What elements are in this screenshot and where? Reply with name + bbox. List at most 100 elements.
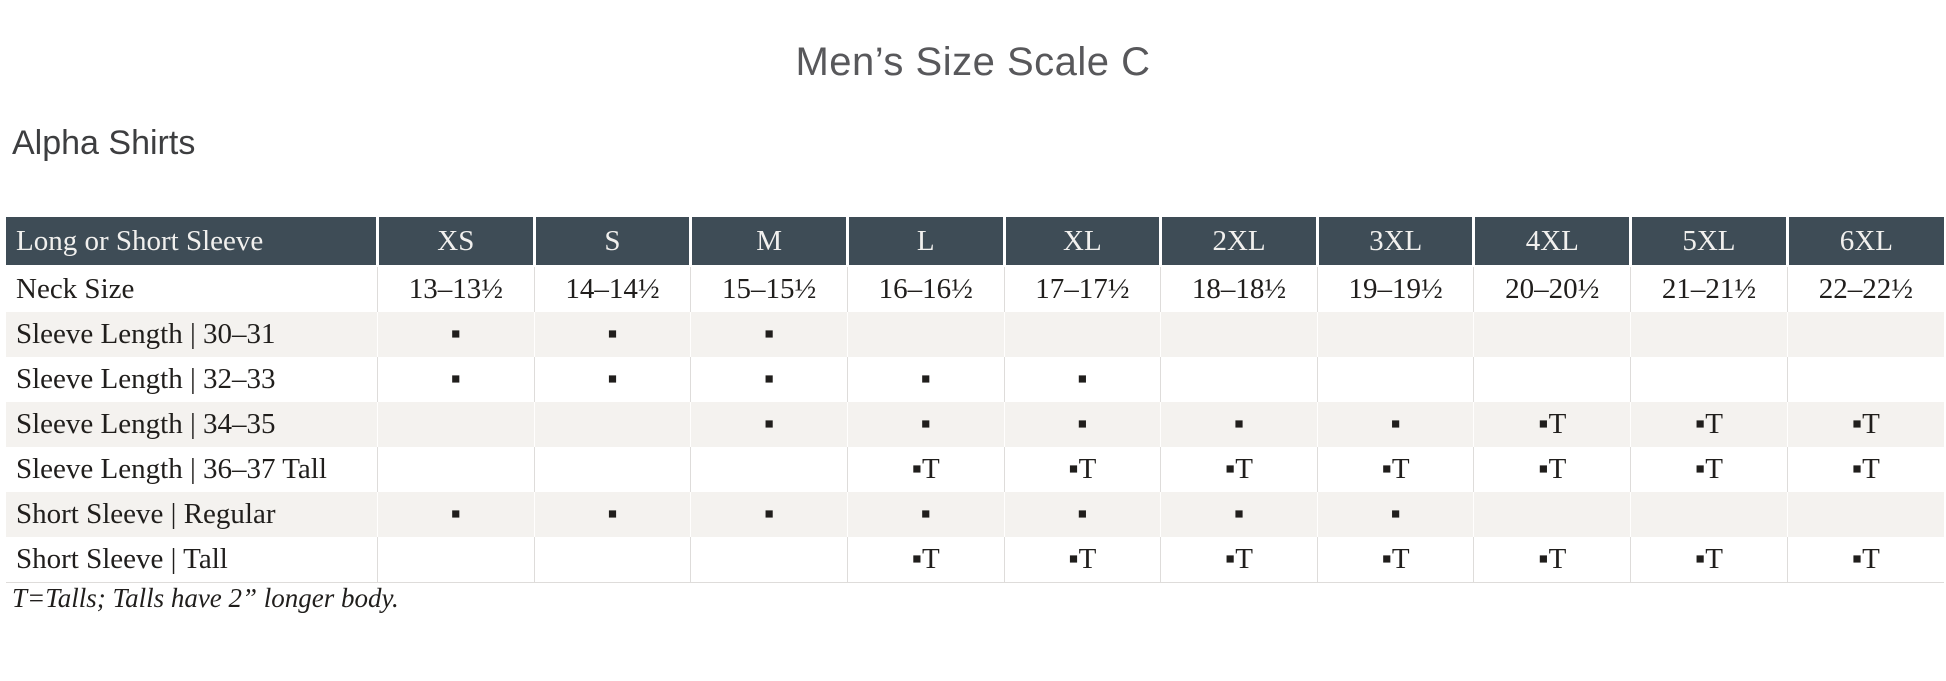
size-column-header: 3XL [1315,217,1474,266]
table-row: Sleeve Length | 36–37 Tall ▪T ▪T ▪T ▪T ▪T ▪T ▪T [6,447,1944,492]
neck-size-cell: 13–13½ [377,265,535,312]
availability-cell: ▪ [377,357,535,402]
table-row: Sleeve Length | 32–33 ▪ ▪ ▪ ▪ ▪ [6,357,1944,402]
neck-size-cell: 14–14½ [533,265,691,312]
availability-cell [1786,312,1944,357]
row-label: Sleeve Length | 34–35 [16,408,276,440]
availability-cell: ▪ [1160,492,1318,537]
row-label: Short Sleeve | Tall [16,543,228,575]
size-column-header: XL [1002,217,1161,266]
availability-cell: ▪ [1003,492,1161,537]
availability-cell [1316,312,1474,357]
availability-cell [1160,357,1318,402]
talls-footnote: T=Talls; Talls have 2” longer body. [12,583,399,613]
size-column-header: S [532,217,691,266]
availability-cell [533,402,691,447]
table-row: Short Sleeve | Regular ▪ ▪ ▪ ▪ ▪ ▪ ▪ [6,492,1944,537]
availability-cell: ▪ [846,357,1005,402]
availability-cell [1003,312,1161,357]
row-label: Sleeve Length | 32–33 [16,363,276,395]
availability-cell: ▪T [1160,537,1318,583]
availability-cell: ▪T [1473,402,1631,447]
size-column-header: XS [376,217,535,266]
availability-cell: ▪ [533,357,691,402]
availability-cell: ▪ [690,402,848,447]
neck-size-cell: 15–15½ [690,265,848,312]
neck-size-cell: 19–19½ [1316,265,1474,312]
neck-size-cell: 18–18½ [1160,265,1318,312]
size-column-header: 2XL [1159,217,1318,266]
availability-cell: ▪T [846,537,1005,583]
availability-cell [1473,492,1631,537]
availability-cell: ▪ [846,402,1005,447]
availability-cell [377,447,535,492]
alpha-shirts-size-table: Long or Short Sleeve XS S M L XL 2XL 3XL 4XL 5XL 6… [6,217,1944,583]
availability-cell [1473,357,1631,402]
table-row: Sleeve Length | 34–35 ▪ ▪ ▪ ▪ ▪ ▪T ▪T ▪T [6,402,1944,447]
availability-cell: ▪T [1003,537,1161,583]
row-label: Short Sleeve | Regular [16,498,276,530]
availability-cell: ▪T [1630,402,1788,447]
availability-cell: ▪T [846,447,1005,492]
row-label: Sleeve Length | 30–31 [16,318,276,350]
availability-cell: ▪T [1473,447,1631,492]
availability-cell: ▪T [1786,447,1944,492]
availability-cell: ▪ [533,492,691,537]
availability-cell: ▪T [1473,537,1631,583]
availability-cell [1160,312,1318,357]
availability-cell: ▪ [1316,492,1474,537]
availability-cell: ▪T [1316,537,1474,583]
neck-size-cell: 16–16½ [846,265,1005,312]
availability-cell: ▪ [690,492,848,537]
availability-cell [1316,357,1474,402]
availability-cell [377,537,535,583]
availability-cell: ▪ [1316,402,1474,447]
neck-size-cell: 20–20½ [1473,265,1631,312]
availability-cell: ▪T [1786,537,1944,583]
availability-cell [1630,492,1788,537]
section-title: Alpha Shirts [12,124,196,162]
neck-size-cell: 22–22½ [1786,265,1944,312]
availability-cell [533,447,691,492]
neck-size-cell: 17–17½ [1003,265,1161,312]
availability-cell: ▪ [846,492,1005,537]
size-column-header: 5XL [1629,217,1788,266]
availability-cell: ▪ [1003,357,1161,402]
availability-cell: ▪ [690,357,848,402]
availability-cell: ▪ [377,492,535,537]
availability-cell [846,312,1005,357]
availability-cell [1630,312,1788,357]
size-column-header: 4XL [1472,217,1631,266]
availability-cell: ▪T [1160,447,1318,492]
availability-cell: ▪T [1630,447,1788,492]
availability-cell [533,537,691,583]
neck-size-cell: 21–21½ [1630,265,1788,312]
row-label: Sleeve Length | 36–37 Tall [16,453,327,485]
row-group-header: Long or Short Sleeve [6,217,378,266]
size-table-head: Long or Short Sleeve XS S M L XL 2XL 3XL 4XL 5XL 6… [6,217,1944,266]
availability-cell [1630,357,1788,402]
availability-cell [690,447,848,492]
size-column-header: M [689,217,848,266]
availability-cell: ▪ [377,312,535,357]
availability-cell [1786,492,1944,537]
availability-cell: ▪ [1160,402,1318,447]
page-title: Men’s Size Scale C [795,40,1151,84]
availability-cell: ▪T [1786,402,1944,447]
availability-cell: ▪ [690,312,848,357]
table-row: Sleeve Length | 30–31 ▪ ▪ ▪ [6,312,1944,357]
size-column-header: 6XL [1785,217,1944,266]
table-row: Neck Size 13–13½ 14–14½ 15–15½ 16–16½ 17–17½ 1… [6,265,1944,312]
availability-cell: ▪ [1003,402,1161,447]
availability-cell [1786,357,1944,402]
header-row: Long or Short Sleeve XS S M L XL 2XL 3XL 4XL 5XL 6… [6,217,1944,266]
availability-cell [1473,312,1631,357]
row-label: Neck Size [6,265,378,312]
size-column-header: L [845,217,1005,266]
availability-cell: ▪T [1003,447,1161,492]
availability-cell [377,402,535,447]
availability-cell: ▪T [1316,447,1474,492]
availability-cell [690,537,848,583]
availability-cell: ▪ [533,312,691,357]
availability-cell: ▪T [1630,537,1788,583]
